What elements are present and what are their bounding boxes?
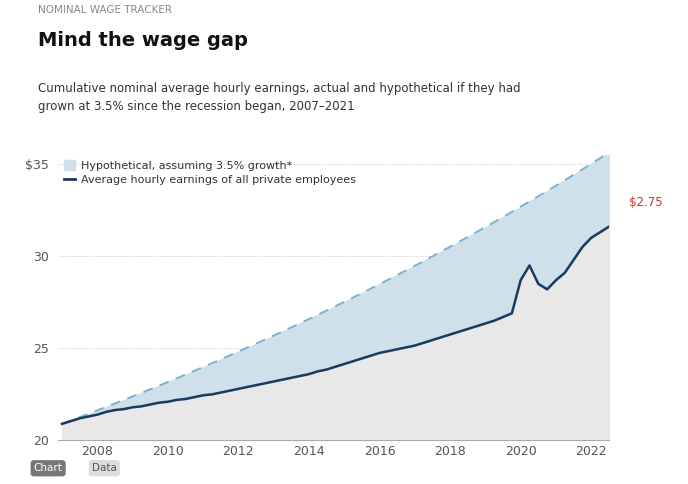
Text: $2.75: $2.75 xyxy=(630,197,663,209)
Legend: Hypothetical, assuming 3.5% growth*, Average hourly earnings of all private empl: Hypothetical, assuming 3.5% growth*, Ave… xyxy=(64,160,356,185)
Text: NOMINAL WAGE TRACKER: NOMINAL WAGE TRACKER xyxy=(38,5,172,15)
Text: Cumulative nominal average hourly earnings, actual and hypothetical if they had
: Cumulative nominal average hourly earnin… xyxy=(38,82,520,113)
Text: Data: Data xyxy=(92,463,117,473)
Text: Chart: Chart xyxy=(34,463,63,473)
Text: Mind the wage gap: Mind the wage gap xyxy=(38,31,248,50)
